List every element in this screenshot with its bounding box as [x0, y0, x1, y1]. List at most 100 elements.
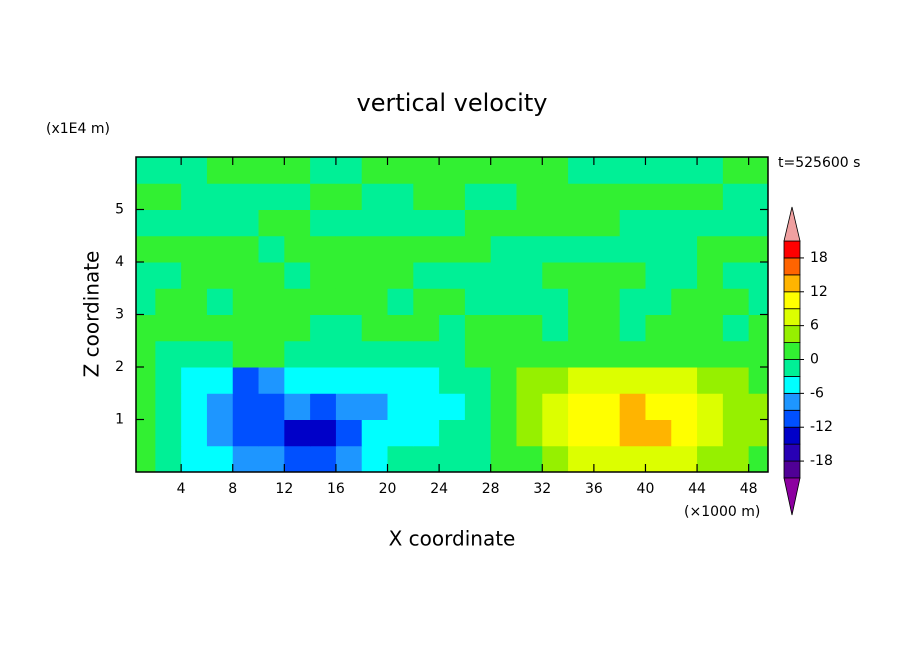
contour-cell: [361, 262, 389, 289]
contour-cell: [284, 314, 311, 342]
x-unit: (×1000 m): [684, 504, 760, 520]
contour-cell: [232, 393, 260, 420]
contour-cell: [722, 157, 750, 184]
contour-cell: [206, 288, 234, 315]
contour-cell: [748, 340, 768, 368]
colorbar-band: [783, 325, 801, 343]
contour-cell: [645, 288, 672, 315]
colorbar-tick-label: 0: [810, 352, 819, 368]
contour-cell: [258, 262, 285, 289]
contour-cell: [645, 393, 672, 420]
x-axis-label: X coordinate: [389, 527, 516, 551]
x-tick-label: 12: [275, 481, 293, 497]
colorbar-band: [783, 443, 801, 462]
contour-cell: [748, 235, 768, 263]
contour-field: [136, 157, 768, 472]
contour-cell: [232, 445, 260, 472]
contour-cell: [413, 445, 440, 472]
contour-cell: [542, 419, 569, 447]
contour-cell: [722, 288, 750, 315]
contour-cell: [335, 209, 363, 237]
contour-cell: [568, 262, 595, 289]
contour-cell: [490, 157, 517, 184]
contour-cell: [155, 157, 182, 184]
contour-cell: [387, 183, 414, 210]
contour-cell: [568, 445, 595, 472]
contour-cell: [593, 445, 621, 472]
contour-cell: [155, 183, 182, 210]
contour-cell: [568, 183, 595, 210]
contour-cell: [722, 262, 750, 289]
contour-cell: [671, 235, 698, 263]
contour-cell: [568, 314, 595, 342]
contour-cell: [136, 157, 156, 184]
contour-cell: [439, 209, 466, 237]
contour-cell: [593, 262, 621, 289]
colorbar-band: [783, 291, 801, 310]
colorbar-band: [783, 426, 801, 445]
contour-cell: [258, 288, 285, 315]
contour-cell: [464, 445, 492, 472]
contour-cell: [697, 340, 724, 368]
contour-cell: [542, 445, 569, 472]
contour-cell: [206, 445, 234, 472]
contour-cell: [181, 235, 208, 263]
contour-cell: [284, 419, 311, 447]
contour-cell: [361, 288, 389, 315]
contour-cell: [568, 393, 595, 420]
contour-cell: [310, 393, 337, 420]
contour-cell: [232, 262, 260, 289]
contour-cell: [593, 235, 621, 263]
contour-cell: [464, 340, 492, 368]
contour-cell: [413, 419, 440, 447]
contour-cell: [619, 419, 646, 447]
x-tick-label: 24: [430, 481, 448, 497]
contour-cell: [136, 419, 156, 447]
contour-cell: [136, 367, 156, 394]
contour-cell: [361, 340, 389, 368]
contour-cell: [310, 235, 337, 263]
contour-cell: [697, 157, 724, 184]
contour-cell: [516, 157, 543, 184]
contour-cell: [490, 235, 517, 263]
contour-cell: [671, 288, 698, 315]
contour-cell: [310, 157, 337, 184]
contour-cell: [206, 183, 234, 210]
contour-cell: [464, 183, 492, 210]
contour-cell: [645, 367, 672, 394]
contour-cell: [439, 157, 466, 184]
contour-cell: [335, 157, 363, 184]
y-axis-label: Z coordinate: [80, 251, 104, 378]
contour-cell: [181, 340, 208, 368]
contour-cell: [387, 235, 414, 263]
contour-cell: [722, 235, 750, 263]
contour-cell: [361, 314, 389, 342]
contour-cell: [464, 393, 492, 420]
contour-cell: [439, 419, 466, 447]
contour-cell: [258, 419, 285, 447]
contour-cell: [284, 445, 311, 472]
contour-cell: [310, 419, 337, 447]
contour-cell: [722, 393, 750, 420]
contour-cell: [568, 367, 595, 394]
contour-cell: [697, 209, 724, 237]
contour-cell: [593, 157, 621, 184]
contour-cell: [206, 419, 234, 447]
colorbar-band: [783, 274, 801, 293]
time-annotation: t=525600 s: [778, 155, 860, 171]
contour-cell: [155, 235, 182, 263]
contour-cell: [206, 367, 234, 394]
contour-cell: [284, 393, 311, 420]
contour-cell: [181, 393, 208, 420]
contour-cell: [181, 157, 208, 184]
contour-cell: [136, 235, 156, 263]
contour-cell: [645, 183, 672, 210]
contour-cell: [258, 445, 285, 472]
contour-cell: [490, 288, 517, 315]
contour-cell: [387, 419, 414, 447]
contour-cell: [697, 183, 724, 210]
contour-cell: [464, 367, 492, 394]
contour-cell: [490, 393, 517, 420]
colorbar-tick-label: 18: [810, 250, 828, 266]
contour-cell: [155, 393, 182, 420]
